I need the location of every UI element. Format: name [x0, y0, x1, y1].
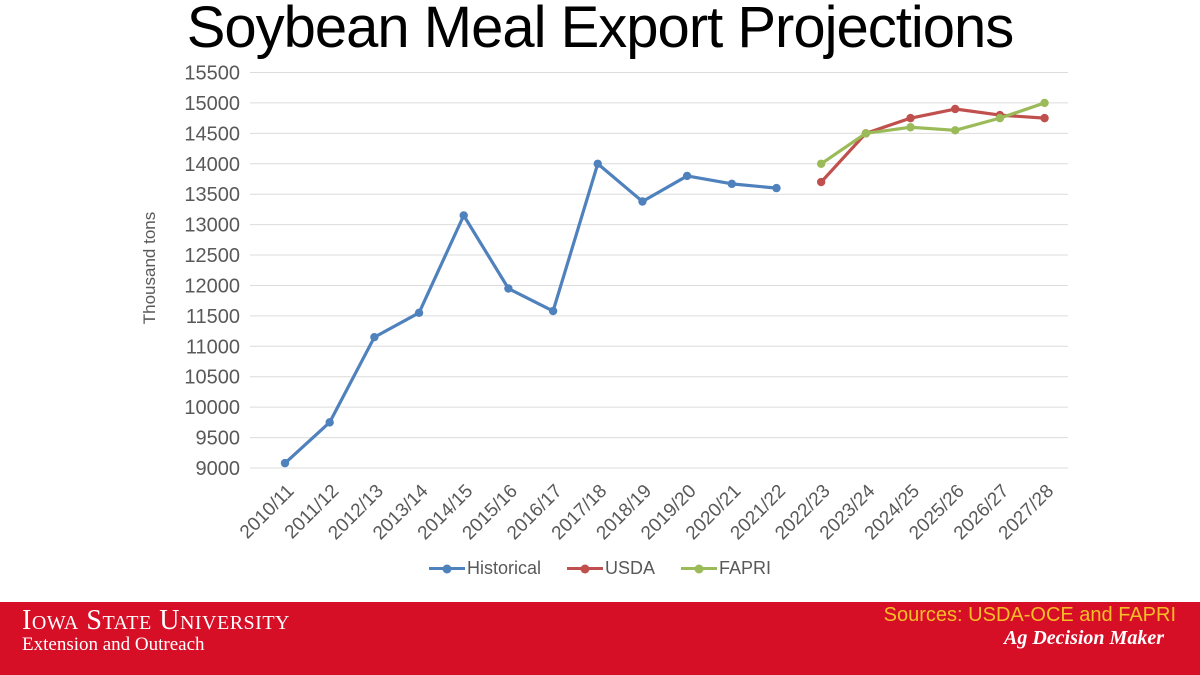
y-tick-label: 12000 — [184, 275, 240, 297]
series-point-usda — [906, 113, 915, 123]
series-point-historical — [593, 159, 602, 168]
legend-item-fapri: FAPRI — [681, 558, 771, 579]
university-name: Iowa State University — [22, 605, 290, 636]
legend-item-usda: USDA — [566, 558, 655, 579]
series-point-historical — [772, 183, 781, 193]
y-tick-label: 15500 — [184, 63, 240, 85]
series-point-historical — [280, 458, 290, 468]
isu-wordmark: Iowa State University Extension and Outr… — [22, 605, 290, 656]
y-tick-label: 13500 — [184, 184, 240, 206]
university-unit: Extension and Outreach — [22, 634, 205, 655]
series-point-fapri — [951, 126, 960, 135]
series-point-historical — [414, 308, 424, 318]
ag-decision-maker-brand: Ag Decision Maker — [1004, 627, 1164, 649]
series-point-historical — [504, 284, 513, 293]
page-title: Soybean Meal Export Projections — [186, 0, 1015, 60]
series-point-usda — [951, 104, 960, 114]
series-point-fapri — [906, 123, 915, 132]
series-point-historical — [325, 418, 334, 427]
series-point-fapri — [861, 129, 871, 138]
y-tick-label: 12500 — [184, 245, 240, 267]
y-tick-label: 10500 — [184, 367, 240, 389]
legend-label: Historical — [466, 558, 541, 578]
legend-item-historical: Historical — [428, 558, 541, 579]
y-tick-label: 9000 — [196, 458, 241, 480]
legend-marker-icon — [428, 564, 465, 573]
y-tick-label: 11000 — [186, 336, 240, 358]
sources-text: Sources: USDA-OCE and FAPRI — [883, 604, 1176, 626]
series-point-historical — [638, 197, 647, 206]
footer-banner: Iowa State University Extension and Outr… — [0, 602, 1200, 675]
series-point-usda — [816, 177, 826, 187]
series-point-historical — [459, 211, 468, 220]
series-point-historical — [548, 306, 558, 316]
series-line-usda — [819, 107, 1047, 184]
series-line-fapri — [819, 101, 1047, 166]
y-tick-label: 10000 — [184, 397, 240, 419]
series-point-historical — [682, 171, 692, 181]
series-point-fapri — [995, 113, 1005, 123]
series-point-historical — [727, 179, 736, 189]
series-point-historical — [370, 332, 379, 342]
legend-label: USDA — [604, 558, 655, 578]
y-axis-title: Thousand tons — [140, 212, 159, 324]
series-point-usda — [1040, 113, 1049, 123]
y-tick-label: 14000 — [184, 154, 240, 176]
series-point-fapri — [1040, 98, 1049, 108]
y-tick-label: 15000 — [184, 93, 240, 115]
y-tick-label: 14500 — [184, 123, 240, 145]
y-tick-label: 13000 — [184, 215, 240, 237]
chart-legend: Historical USDA FAPRI — [0, 558, 1200, 579]
legend-marker-icon — [681, 564, 717, 573]
y-tick-label: 11500 — [186, 306, 240, 328]
legend-label: FAPRI — [719, 558, 772, 578]
series-point-fapri — [816, 159, 826, 168]
y-tick-label: 9500 — [196, 428, 241, 450]
footer-right: Sources: USDA-OCE and FAPRI Ag Decision … — [884, 604, 1176, 650]
series-line-historical — [283, 162, 779, 465]
legend-marker-icon — [566, 564, 603, 573]
